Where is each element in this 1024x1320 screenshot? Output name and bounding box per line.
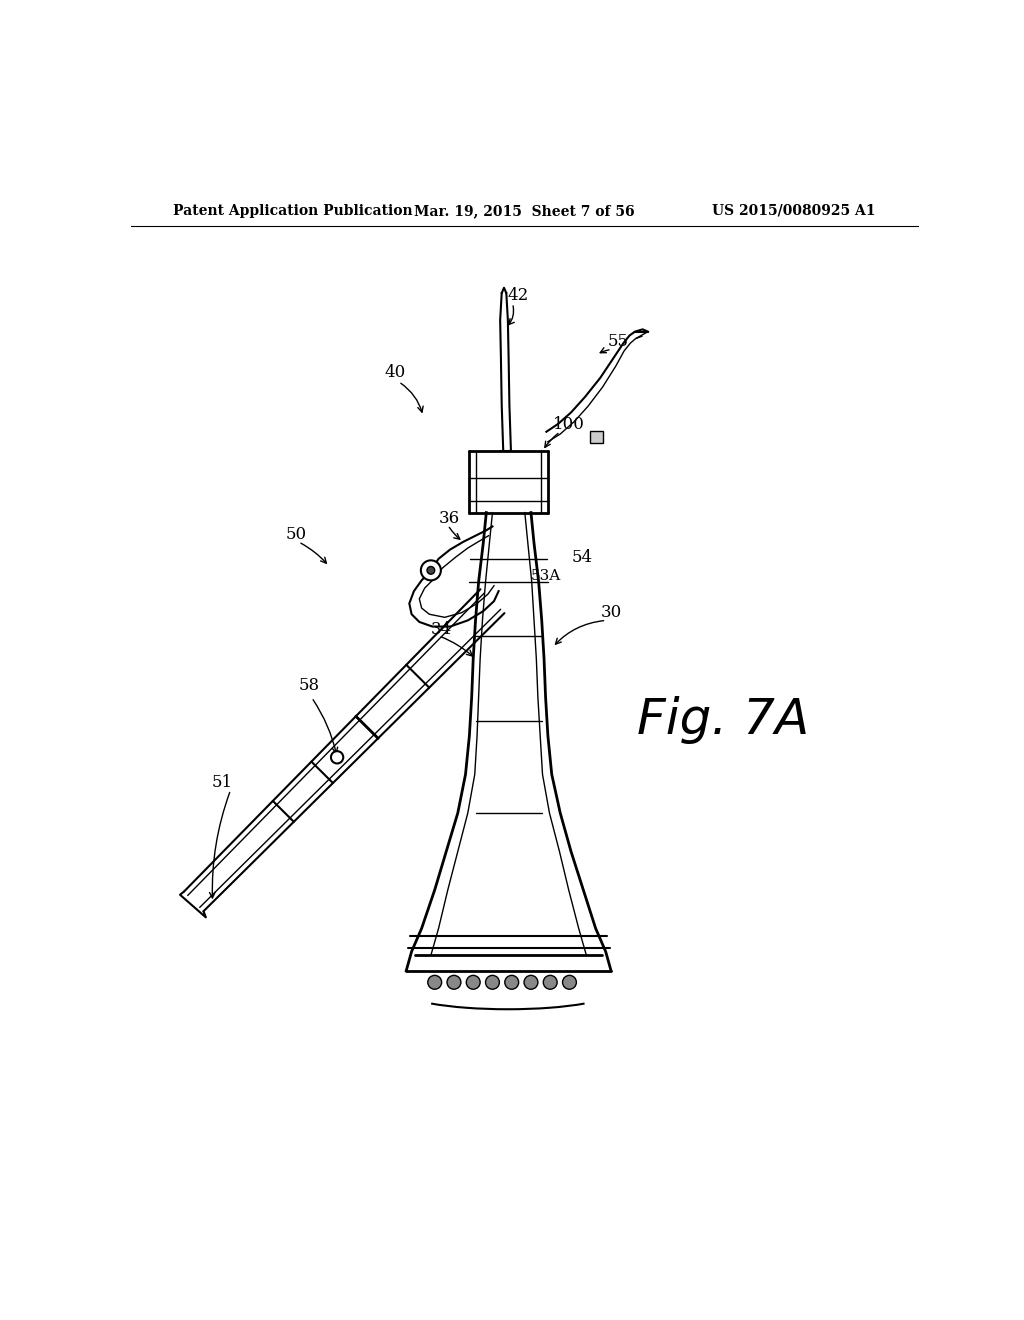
Circle shape: [562, 975, 577, 989]
Circle shape: [466, 975, 480, 989]
Text: 100: 100: [553, 416, 585, 433]
Text: 54: 54: [571, 549, 593, 566]
Text: Mar. 19, 2015  Sheet 7 of 56: Mar. 19, 2015 Sheet 7 of 56: [415, 203, 635, 218]
Text: US 2015/0080925 A1: US 2015/0080925 A1: [713, 203, 876, 218]
Text: 51: 51: [211, 774, 232, 791]
Text: 55: 55: [608, 333, 629, 350]
Text: 40: 40: [385, 364, 406, 381]
Text: 36: 36: [438, 511, 460, 527]
Text: 58: 58: [298, 677, 319, 694]
Text: Patent Application Publication: Patent Application Publication: [173, 203, 413, 218]
Circle shape: [331, 751, 343, 763]
Circle shape: [544, 975, 557, 989]
Circle shape: [447, 975, 461, 989]
Circle shape: [485, 975, 500, 989]
Text: 34: 34: [431, 622, 453, 638]
Polygon shape: [590, 430, 602, 444]
Circle shape: [505, 975, 518, 989]
Circle shape: [421, 561, 441, 581]
Text: Fig. 7A: Fig. 7A: [637, 697, 810, 744]
Text: 50: 50: [286, 525, 307, 543]
Circle shape: [428, 975, 441, 989]
Circle shape: [524, 975, 538, 989]
Text: 30: 30: [600, 605, 622, 622]
Circle shape: [427, 566, 435, 574]
Text: 53A: 53A: [531, 569, 561, 582]
Text: 42: 42: [508, 286, 529, 304]
